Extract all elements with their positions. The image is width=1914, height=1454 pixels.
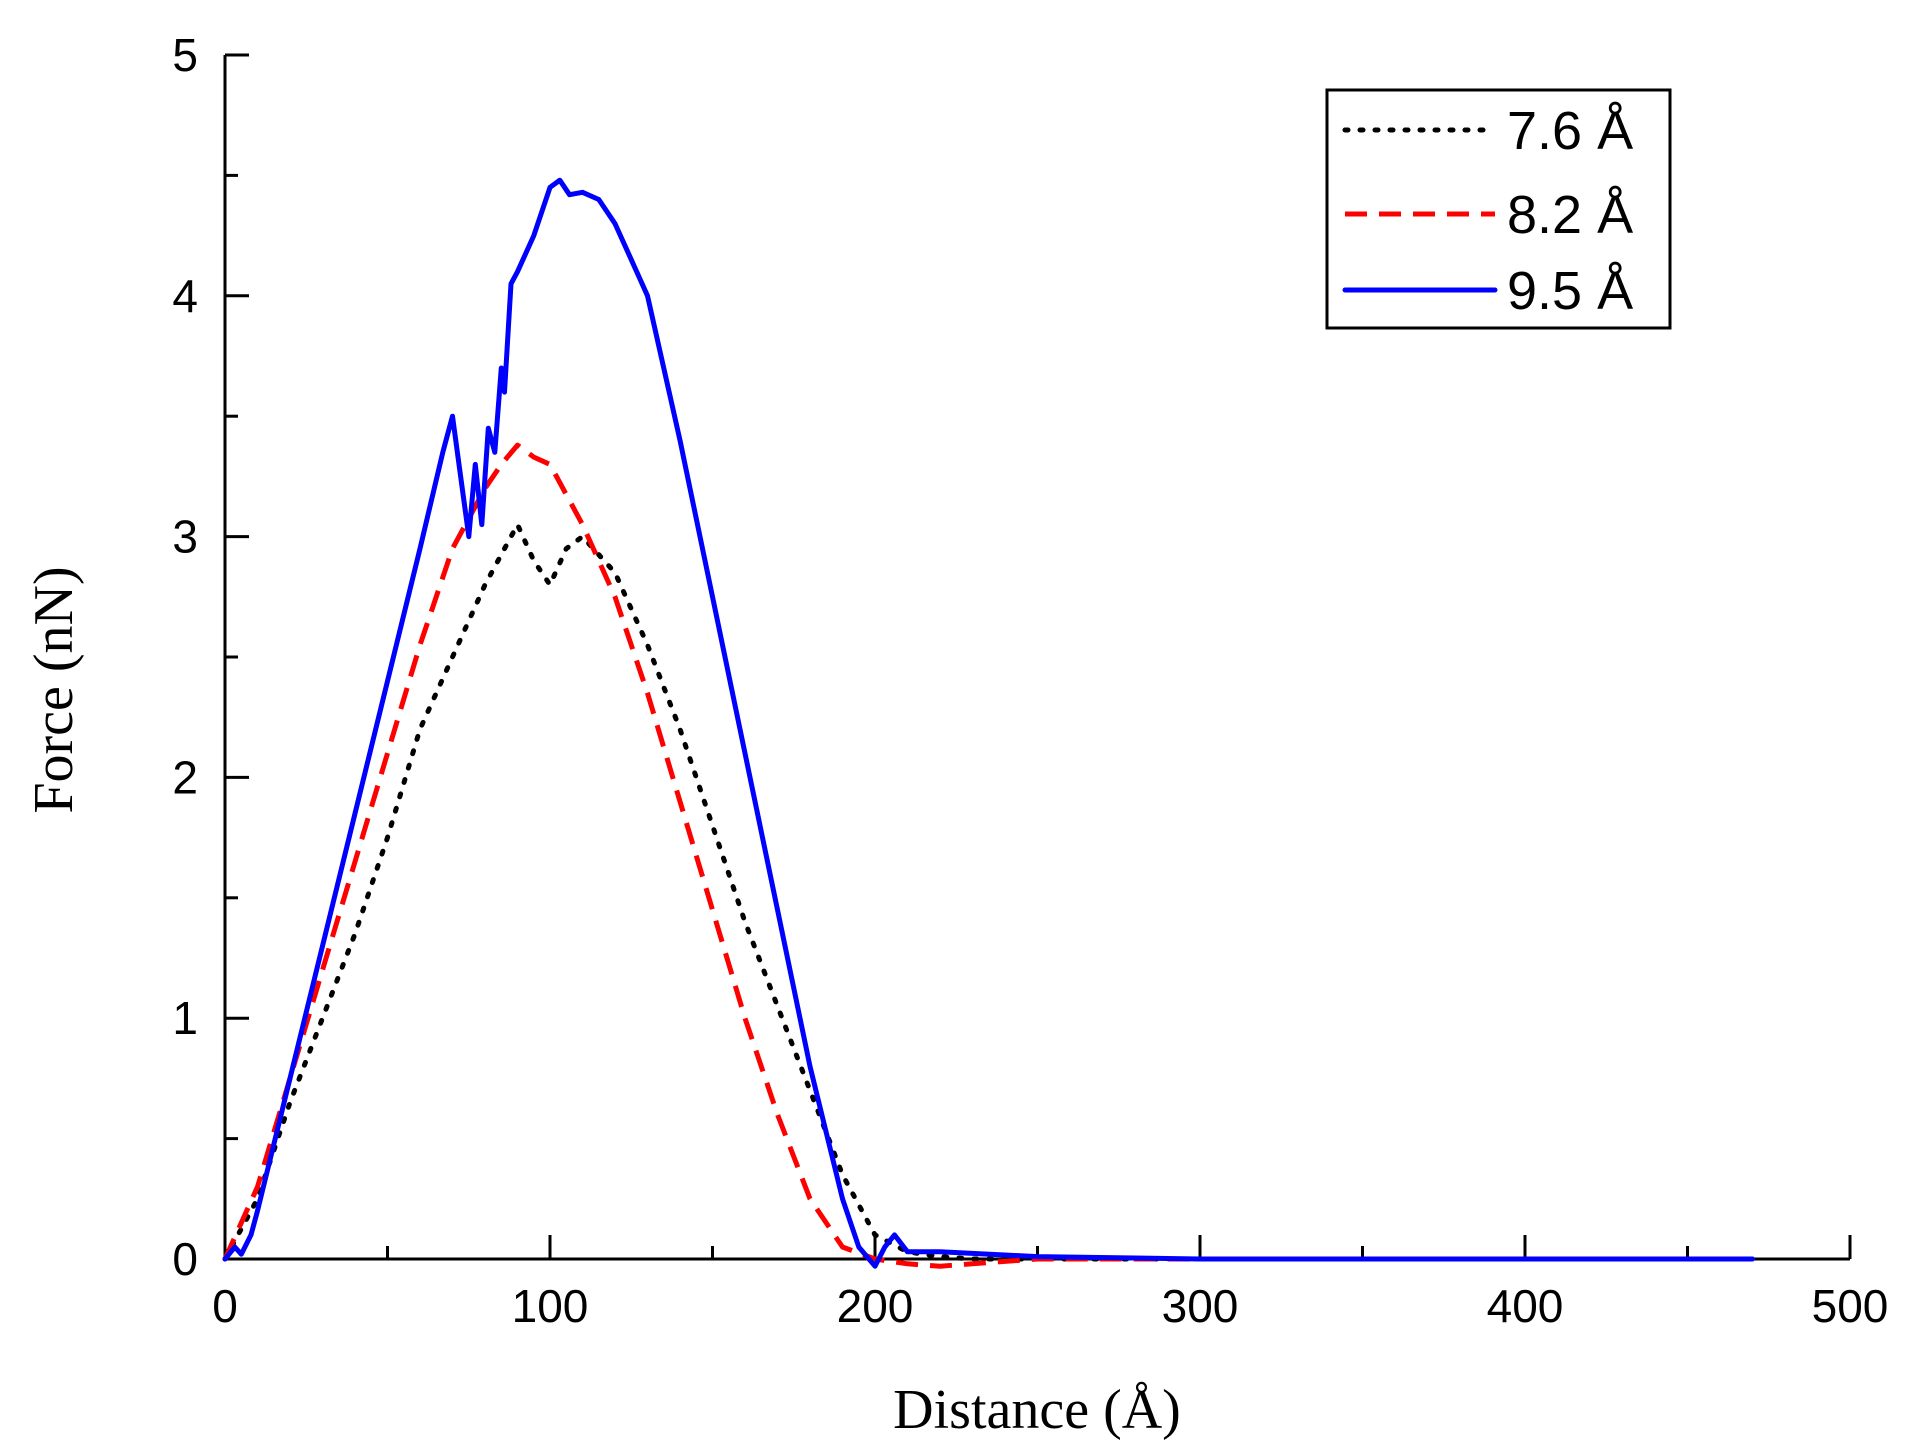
x-tick-label: 100 xyxy=(512,1280,589,1332)
x-tick-label: 300 xyxy=(1162,1280,1239,1332)
series-line-9.5 xyxy=(222,177,1755,1269)
y-tick-label: 3 xyxy=(172,511,198,563)
y-ticks: 0 1 2 3 4 5 xyxy=(172,29,249,1285)
x-axis-title: Distance (Å) xyxy=(893,1379,1181,1441)
y-tick-label: 1 xyxy=(172,992,198,1044)
x-tick-label: 400 xyxy=(1487,1280,1564,1332)
series-line-7.6 xyxy=(222,522,1755,1262)
y-tick-label: 4 xyxy=(172,270,198,322)
legend-label-7.6: 7.6 Å xyxy=(1507,101,1633,161)
series-line-8.2 xyxy=(222,442,1753,1269)
y-tick-label: 0 xyxy=(172,1233,198,1285)
x-ticks: 0 100 200 300 400 500 xyxy=(212,1235,1888,1332)
y-tick-label: 2 xyxy=(172,751,198,803)
x-tick-label: 200 xyxy=(837,1280,914,1332)
y-tick-label: 5 xyxy=(172,29,198,81)
series-group xyxy=(222,177,1755,1269)
x-tick-label: 500 xyxy=(1812,1280,1889,1332)
legend: 7.6 Å 8.2 Å 9.5 Å xyxy=(1325,88,1672,330)
legend-label-9.5: 9.5 Å xyxy=(1507,261,1633,321)
x-tick-label: 0 xyxy=(212,1280,238,1332)
legend-label-8.2: 8.2 Å xyxy=(1507,185,1633,245)
y-axis-title: Force (nN) xyxy=(23,566,85,813)
